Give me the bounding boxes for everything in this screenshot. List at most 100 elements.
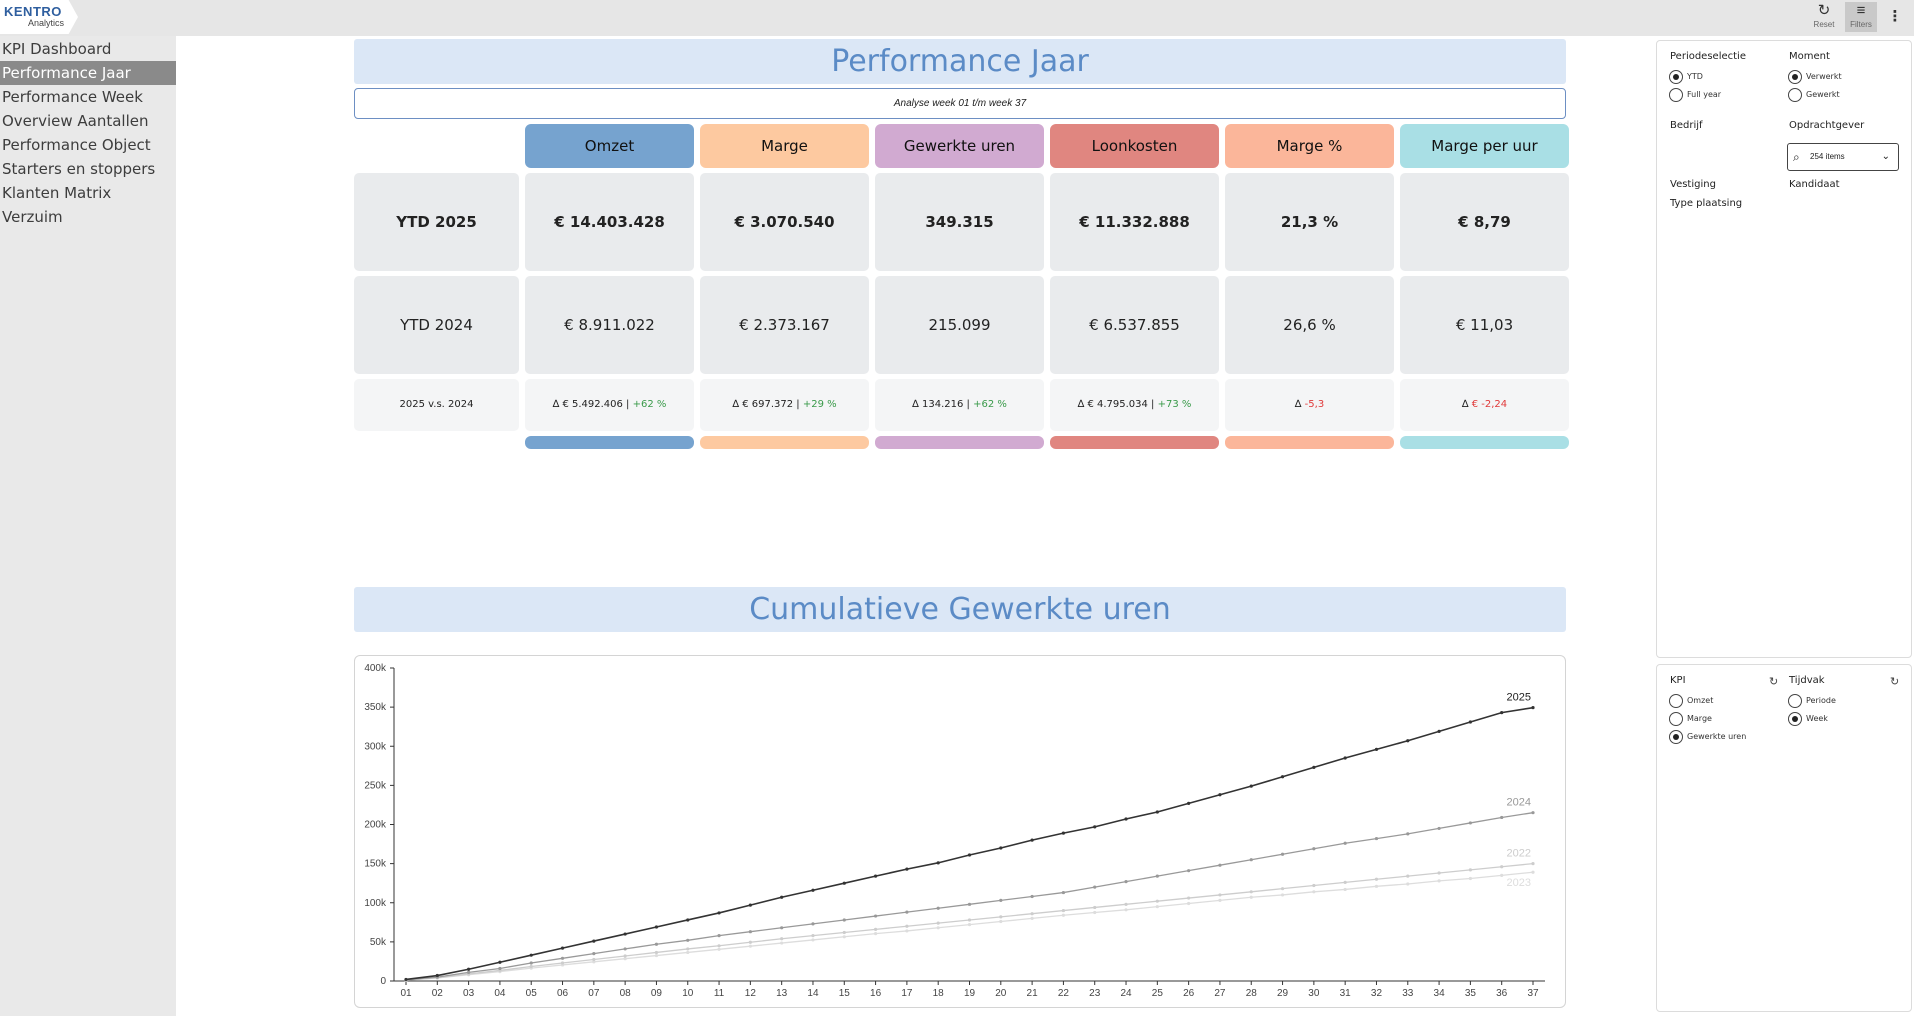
filters-button[interactable]: ≡ Filters bbox=[1845, 2, 1877, 32]
kpi-radio-omzet[interactable]: Omzet bbox=[1669, 694, 1713, 708]
kpi-radio-marge[interactable]: Marge bbox=[1669, 712, 1712, 726]
data-point-2025 bbox=[592, 939, 596, 943]
sidebar-item-performance-jaar[interactable]: Performance Jaar bbox=[0, 61, 176, 85]
kpi-delta-loonkosten: ∆ € 4.795.034 | +73 % bbox=[1050, 379, 1219, 431]
change-value: +62 % bbox=[632, 399, 667, 410]
data-point-2023 bbox=[1249, 895, 1253, 899]
data-point-2025 bbox=[1061, 831, 1066, 835]
data-point-2022 bbox=[1155, 899, 1159, 903]
data-point-2024 bbox=[936, 906, 940, 910]
chevron-down-icon: ⌄ bbox=[1881, 151, 1890, 162]
reset-label: Reset bbox=[1813, 20, 1835, 29]
logo: KENTRO Analytics bbox=[0, 0, 78, 34]
series-label-2023: 2023 bbox=[1507, 877, 1531, 889]
x-tick-label: 17 bbox=[901, 988, 913, 999]
data-point-2023 bbox=[1374, 884, 1379, 888]
x-tick-label: 16 bbox=[870, 988, 882, 999]
tijdvak-radio-week[interactable]: Week bbox=[1788, 712, 1828, 726]
kpi-option-label: Marge bbox=[1687, 714, 1712, 723]
y-tick-label: 100k bbox=[364, 898, 387, 909]
data-point-2025 bbox=[873, 874, 878, 878]
data-point-2025 bbox=[623, 932, 627, 936]
data-point-2022 bbox=[748, 940, 752, 944]
kpi-delta-marge: ∆ -5,3 bbox=[1225, 379, 1394, 431]
x-tick-label: 14 bbox=[807, 988, 819, 999]
data-point-2022 bbox=[686, 947, 690, 951]
data-point-2025 bbox=[1124, 817, 1128, 821]
x-tick-label: 04 bbox=[494, 988, 506, 999]
sidebar-item-performance-week[interactable]: Performance Week bbox=[2, 88, 143, 106]
kpi-color-bar-loonkosten bbox=[1050, 436, 1219, 449]
data-point-2023 bbox=[592, 960, 596, 964]
line-chart-svg: 0 50k 100k 150k 200k 250k 300k 350k 400k 01 02 03 04… bbox=[364, 663, 1545, 999]
periode-radio-ytd[interactable]: YTD bbox=[1669, 70, 1703, 84]
moment-radio-gewerkt[interactable]: Gewerkt bbox=[1788, 88, 1840, 102]
periode-option-label: YTD bbox=[1687, 72, 1703, 81]
filter-icon: ≡ bbox=[1856, 2, 1866, 19]
data-point-2025 bbox=[1343, 756, 1347, 760]
tijdvak-radio-periode[interactable]: Periode bbox=[1788, 694, 1836, 708]
series-label-2022: 2022 bbox=[1507, 848, 1531, 860]
kpi-label: KPI bbox=[1670, 675, 1686, 686]
page-title: Performance Jaar bbox=[354, 39, 1566, 84]
data-point-2022 bbox=[1531, 862, 1535, 866]
refresh-icon: ↻ bbox=[1817, 2, 1831, 19]
data-point-2025 bbox=[1280, 775, 1285, 779]
reset-button[interactable]: ↻ Reset bbox=[1808, 2, 1840, 32]
change-value: +29 % bbox=[802, 399, 837, 410]
sidebar-item-kpi-dashboard[interactable]: KPI Dashboard bbox=[2, 40, 112, 58]
kpi-delta-marge-per-uur: ∆ € -2,24 bbox=[1400, 379, 1569, 431]
data-point-2025 bbox=[717, 911, 721, 915]
change-value: +73 % bbox=[1157, 399, 1192, 410]
data-point-2025 bbox=[529, 953, 533, 957]
kpi-radio-gewerkte-uren[interactable]: Gewerkte uren bbox=[1669, 730, 1746, 744]
kpi-ytd-2024-marge: 26,6 % bbox=[1225, 276, 1394, 374]
data-point-2024 bbox=[811, 922, 815, 926]
data-point-2022 bbox=[1030, 912, 1034, 916]
data-point-2024 bbox=[1343, 841, 1347, 845]
opdrachtgever-select[interactable]: ⌕ 254 items ⌄ bbox=[1787, 143, 1899, 171]
kpi-color-bar-gewerkte-uren bbox=[875, 436, 1044, 449]
data-point-2024 bbox=[1374, 836, 1379, 841]
data-point-2022 bbox=[780, 937, 784, 941]
x-tick-label: 32 bbox=[1371, 988, 1383, 999]
data-point-2025 bbox=[404, 977, 408, 982]
change-value: +62 % bbox=[973, 399, 1007, 410]
series-label-2024: 2024 bbox=[1507, 797, 1531, 809]
kpi-reset-icon[interactable]: ↻ bbox=[1769, 676, 1779, 688]
more-options-button[interactable]: ⋮ bbox=[1880, 2, 1910, 32]
x-tick-label: 11 bbox=[714, 988, 725, 999]
data-point-2024 bbox=[467, 970, 471, 974]
sidebar-item-starters-en-stoppers[interactable]: Starters en stoppers bbox=[2, 160, 156, 178]
data-point-2024 bbox=[967, 902, 972, 906]
kpi-option-label: Omzet bbox=[1687, 696, 1714, 705]
x-tick-label: 06 bbox=[557, 988, 569, 999]
sidebar-item-performance-object[interactable]: Performance Object bbox=[2, 136, 151, 154]
sidebar-item-verzuim[interactable]: Verzuim bbox=[2, 208, 63, 226]
data-point-2025 bbox=[654, 925, 659, 929]
bedrijf-label: Bedrijf bbox=[1670, 120, 1703, 131]
opdrachtgever-value: 254 items bbox=[1810, 152, 1845, 161]
vestiging-label: Vestiging bbox=[1670, 179, 1716, 190]
data-point-2023 bbox=[780, 941, 784, 945]
moment-radio-verwerkt[interactable]: Verwerkt bbox=[1788, 70, 1842, 84]
sidebar-item-klanten-matrix[interactable]: Klanten Matrix bbox=[2, 184, 112, 202]
kpi-ytd-2025-loonkosten: € 11.332.888 bbox=[1050, 173, 1219, 271]
data-point-2025 bbox=[467, 967, 471, 971]
data-point-2025 bbox=[560, 946, 565, 950]
kpi-color-bar-omzet bbox=[525, 436, 694, 449]
sidebar-item-overview-aantallen[interactable]: Overview Aantallen bbox=[2, 112, 149, 130]
data-point-2022 bbox=[1437, 871, 1441, 875]
delta-value: ∆ bbox=[1294, 399, 1305, 410]
tijdvak-reset-icon[interactable]: ↻ bbox=[1890, 676, 1900, 688]
kpi-ytd-2024-marge-per-uur: € 11,03 bbox=[1400, 276, 1569, 374]
data-point-2023 bbox=[967, 923, 972, 927]
data-point-2022 bbox=[1280, 887, 1285, 891]
data-point-2022 bbox=[560, 961, 565, 965]
kpi-color-bar-marge bbox=[700, 436, 869, 449]
tijdvak-option-label: Week bbox=[1806, 714, 1828, 723]
data-point-2022 bbox=[905, 924, 909, 928]
data-point-2023 bbox=[1187, 901, 1191, 906]
x-tick-label: 20 bbox=[995, 988, 1007, 999]
periode-radio-full-year[interactable]: Full year bbox=[1669, 88, 1721, 102]
